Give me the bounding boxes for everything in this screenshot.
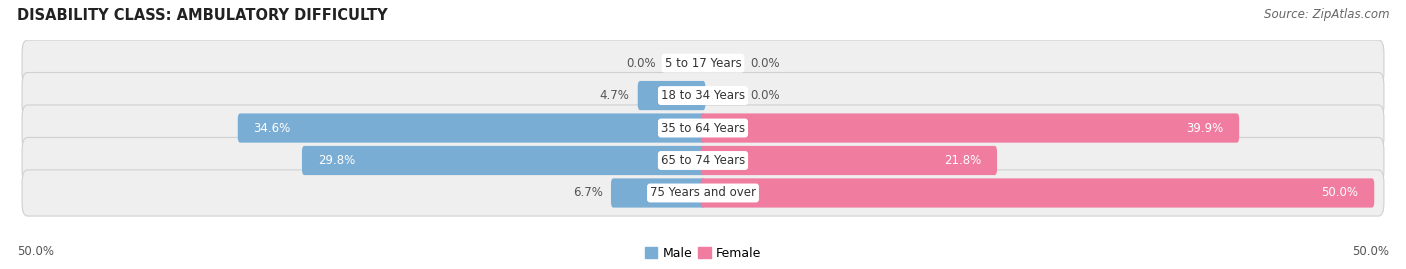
FancyBboxPatch shape [238, 114, 706, 143]
Text: 0.0%: 0.0% [749, 56, 779, 70]
Text: 65 to 74 Years: 65 to 74 Years [661, 154, 745, 167]
FancyBboxPatch shape [302, 146, 706, 175]
Text: 39.9%: 39.9% [1187, 122, 1223, 134]
Text: 0.0%: 0.0% [627, 56, 657, 70]
Text: Source: ZipAtlas.com: Source: ZipAtlas.com [1264, 8, 1389, 21]
Text: 50.0%: 50.0% [1353, 245, 1389, 258]
FancyBboxPatch shape [22, 40, 1384, 86]
Text: 0.0%: 0.0% [749, 89, 779, 102]
FancyBboxPatch shape [22, 73, 1384, 119]
Text: 75 Years and over: 75 Years and over [650, 186, 756, 200]
FancyBboxPatch shape [638, 81, 706, 110]
Text: 21.8%: 21.8% [943, 154, 981, 167]
Text: 50.0%: 50.0% [17, 245, 53, 258]
Text: DISABILITY CLASS: AMBULATORY DIFFICULTY: DISABILITY CLASS: AMBULATORY DIFFICULTY [17, 8, 388, 23]
FancyBboxPatch shape [700, 114, 1239, 143]
Text: 29.8%: 29.8% [318, 154, 354, 167]
Text: 18 to 34 Years: 18 to 34 Years [661, 89, 745, 102]
FancyBboxPatch shape [700, 146, 997, 175]
Text: 6.7%: 6.7% [572, 186, 603, 200]
Text: 5 to 17 Years: 5 to 17 Years [665, 56, 741, 70]
Text: 35 to 64 Years: 35 to 64 Years [661, 122, 745, 134]
Text: 34.6%: 34.6% [253, 122, 291, 134]
Text: 4.7%: 4.7% [599, 89, 630, 102]
Text: 50.0%: 50.0% [1322, 186, 1358, 200]
FancyBboxPatch shape [700, 178, 1374, 208]
FancyBboxPatch shape [22, 137, 1384, 183]
FancyBboxPatch shape [22, 105, 1384, 151]
Legend: Male, Female: Male, Female [640, 242, 766, 265]
FancyBboxPatch shape [22, 170, 1384, 216]
FancyBboxPatch shape [612, 178, 706, 208]
